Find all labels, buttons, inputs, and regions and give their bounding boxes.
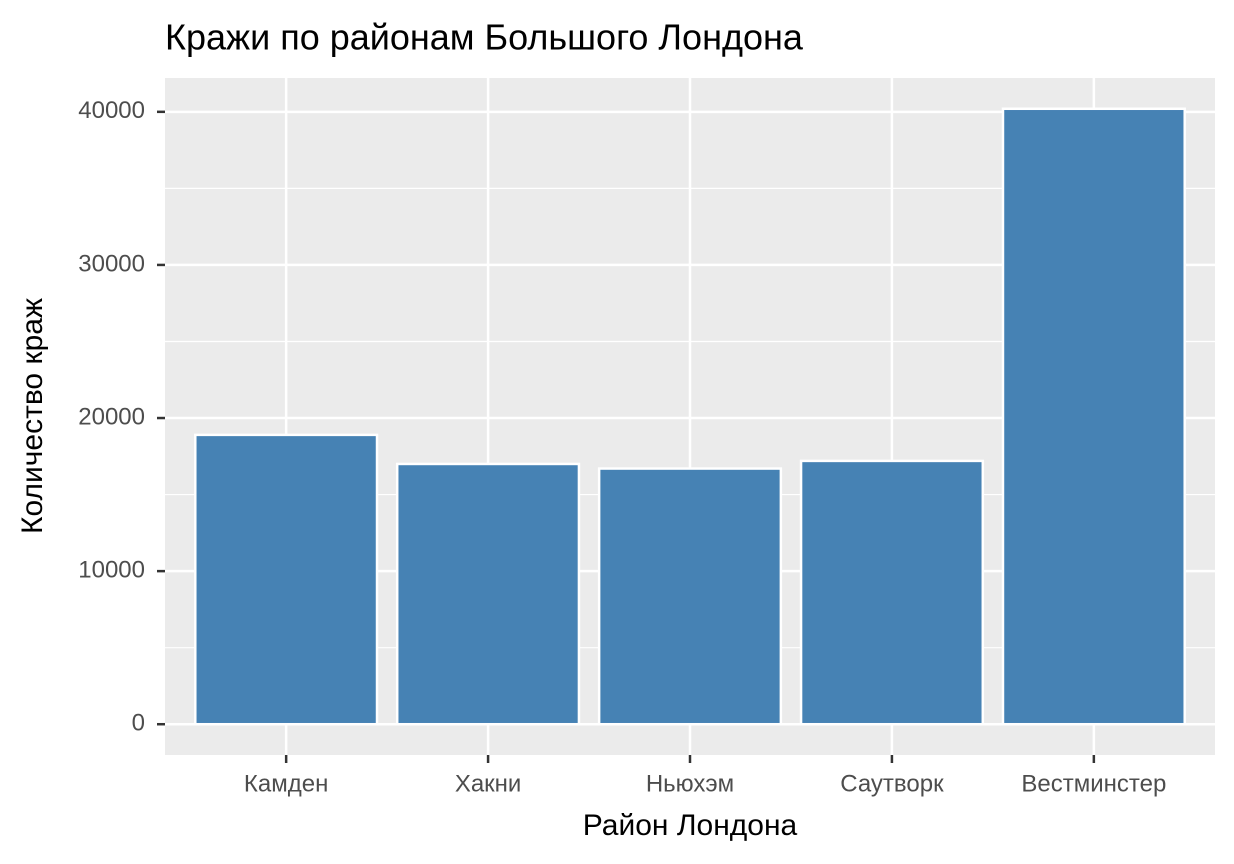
bar	[597, 467, 783, 726]
x-tick-label: Хакни	[455, 770, 522, 797]
x-tick-label: Ньюхэм	[646, 770, 734, 797]
x-tick-label: Камден	[244, 770, 328, 797]
x-tick-label: Вестминстер	[1021, 770, 1166, 797]
y-tick-label: 10000	[78, 556, 145, 583]
bar	[799, 459, 985, 726]
y-axis-label: Количество краж	[16, 298, 49, 534]
bar	[194, 433, 379, 726]
y-tick-label: 40000	[78, 97, 145, 124]
bar	[1001, 107, 1186, 726]
y-tick-label: 30000	[78, 250, 145, 277]
y-tick-label: 0	[132, 710, 145, 737]
x-tick-label: Саутворк	[840, 770, 944, 797]
chart-title: Кражи по районам Большого Лондона	[165, 17, 804, 58]
x-axis-label: Район Лондона	[583, 809, 798, 842]
bar	[395, 462, 581, 726]
marks	[194, 107, 1186, 726]
y-tick-label: 20000	[78, 403, 145, 430]
